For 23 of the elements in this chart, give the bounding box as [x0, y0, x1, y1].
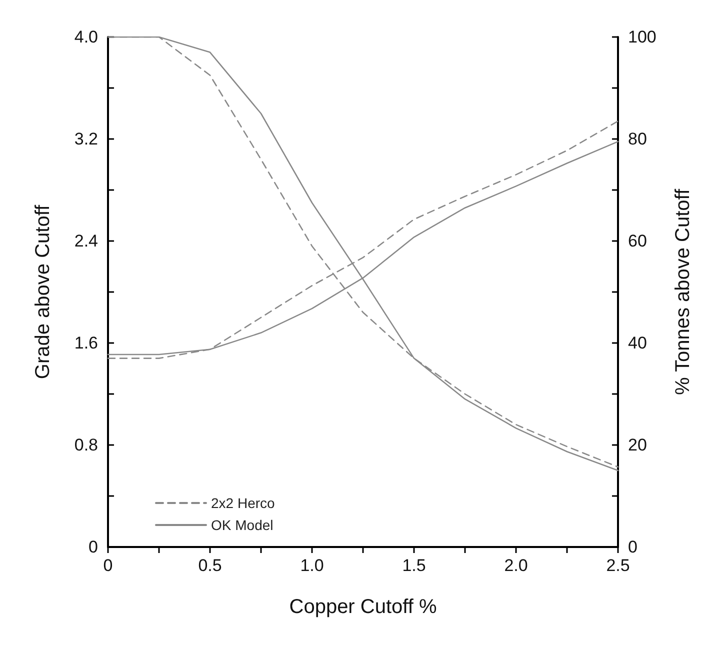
- y-axis-title: Grade above Cutoff: [32, 204, 54, 380]
- y2-tick-label: 40: [628, 334, 647, 352]
- y2-tick-label: 80: [628, 130, 647, 148]
- y2-axis-title: % Tonnes above Cutoff: [672, 188, 694, 396]
- x-tick-label: 1.0: [300, 556, 324, 575]
- y2-tick-label: 0: [628, 538, 638, 556]
- x-axis-title: Copper Cutoff %: [289, 596, 437, 618]
- y-tick-label: 4.0: [74, 28, 98, 46]
- y-tick-label: 0.8: [74, 436, 98, 454]
- legend-label: 2x2 Herco: [211, 495, 276, 511]
- y2-tick-label: 60: [628, 232, 647, 250]
- y2-tick-label: 100: [628, 28, 656, 46]
- y2-tick-label: 20: [628, 436, 647, 454]
- x-tick-label: 0: [103, 556, 113, 575]
- x-tick-label: 0.5: [198, 556, 222, 575]
- legend-label: OK Model: [211, 517, 274, 533]
- x-tick-label: 2.5: [606, 556, 630, 575]
- y-tick-label: 2.4: [74, 232, 98, 250]
- x-tick-label: 1.5: [402, 556, 426, 575]
- x-tick-label: 2.0: [504, 556, 528, 575]
- y-tick-label: 3.2: [74, 130, 98, 148]
- y-tick-label: 0: [88, 538, 98, 556]
- y-tick-label: 1.6: [74, 334, 98, 352]
